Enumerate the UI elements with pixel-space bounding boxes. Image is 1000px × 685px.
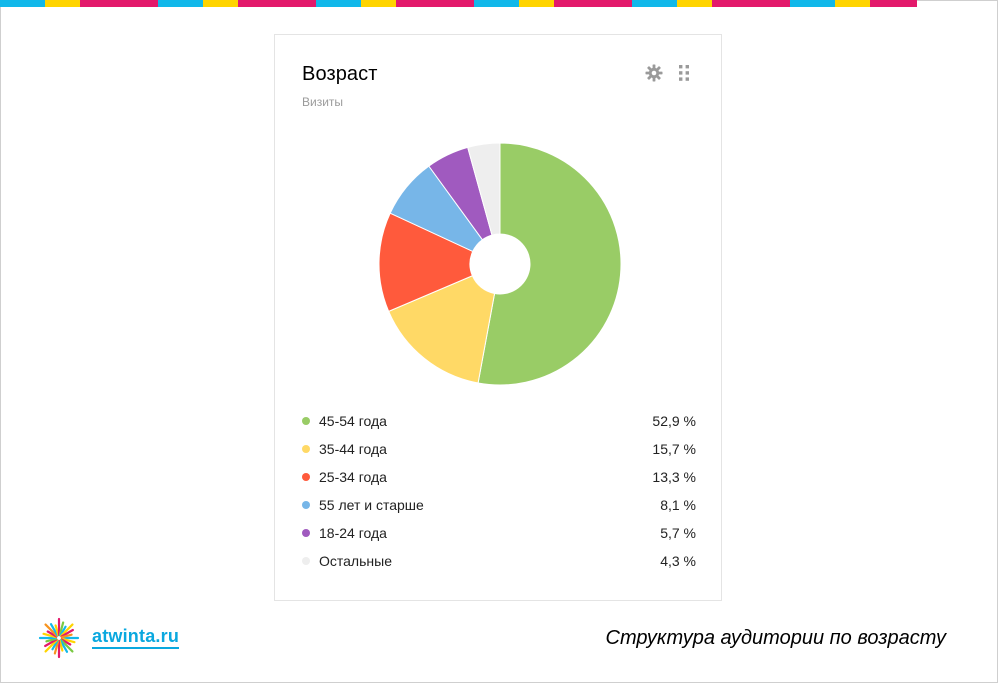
stripe-segment [870,0,917,7]
legend-item-label-group: 55 лет и старше [302,497,424,513]
logo-ray [53,639,60,655]
stripe-segment [835,0,870,7]
legend-color-dot-icon [302,417,310,425]
logo-ray [60,633,73,639]
legend-item-label-group: 45-54 года [302,413,387,429]
legend-value: 13,3 % [652,469,696,485]
logo-ray [60,639,74,653]
settings-button[interactable] [644,63,664,83]
legend-label: 18-24 года [319,525,387,541]
legend-label: 55 лет и старше [319,497,424,513]
legend-value: 15,7 % [652,441,696,457]
legend-value: 8,1 % [660,497,696,513]
stripe-segment [632,0,677,7]
footer-caption: Структура аудитории по возрасту [605,627,947,649]
widget-tools [644,63,694,83]
age-donut-chart [375,139,625,389]
legend-label: 45-54 года [319,413,387,429]
legend-item[interactable]: 25-34 года 13,3 % [302,463,696,491]
stripe-segment [0,0,45,7]
drag-handle-icon [679,65,689,81]
chart-legend: 45-54 года 52,9 % 35-44 года 15,7 % 25-34 го… [302,407,696,575]
atwinta-burst-logo-icon [38,617,80,659]
atwinta-logo-link[interactable]: atwinta.ru [38,617,180,659]
logo-ray [45,637,58,643]
legend-label: 35-44 года [319,441,387,457]
legend-item[interactable]: Остальные 4,3 % [302,547,696,575]
legend-value: 5,7 % [660,525,696,541]
stripe-segment [396,0,474,7]
legend-item-label-group: 18-24 года [302,525,387,541]
legend-item[interactable]: 18-24 года 5,7 % [302,519,696,547]
logo-ray [60,637,76,644]
stripe-segment [158,0,203,7]
legend-color-dot-icon [302,501,310,509]
legend-color-dot-icon [302,529,310,537]
donut-chart-svg [378,142,622,386]
logo-ray [58,621,65,637]
logo-ray [51,639,59,651]
legend-label: Остальные [319,553,392,569]
legend-color-dot-icon [302,445,310,453]
legend-item[interactable]: 45-54 года 52,9 % [302,407,696,435]
widget-title: Возраст [302,63,378,85]
logo-ray [60,638,72,646]
stripe-segment [203,0,238,7]
logo-text[interactable]: atwinta.ru [92,627,180,649]
logo-ray [59,639,69,653]
logo-ray [42,632,58,639]
drag-handle-button[interactable] [674,63,694,83]
legend-value: 52,9 % [652,413,696,429]
legend-item-label-group: 25-34 года [302,469,387,485]
pie-slice[interactable] [467,142,501,236]
logo-ray [46,630,58,638]
pie-slice[interactable] [387,275,496,384]
logo-ray [60,628,74,638]
stripe-segment [80,0,158,7]
stripe-segment [316,0,361,7]
legend-value: 4,3 % [660,553,696,569]
stripe-segment [677,0,712,7]
legend-item-label-group: Остальные [302,553,392,569]
stripe-segment [712,0,790,7]
logo-ray [54,624,60,637]
logo-ray [60,623,74,637]
legend-color-dot-icon [302,557,310,565]
widget-subtitle: Визиты [302,95,344,109]
logo-ray [44,639,58,653]
stripe-segment [790,0,835,7]
logo-ray [44,623,58,637]
logo-ray [44,638,58,648]
legend-color-dot-icon [302,473,310,481]
stripe-segment [45,0,80,7]
logo-ray [49,623,59,637]
legend-label: 25-34 года [319,469,387,485]
stripe-segment [474,0,519,7]
gear-icon [645,64,663,82]
legend-item-label-group: 35-44 года [302,441,387,457]
logo-ray [59,625,67,637]
logo-ray [58,639,64,652]
stripe-segment [519,0,554,7]
age-widget-card: Возраст Визиты [274,34,722,601]
stripe-segment [361,0,396,7]
legend-item[interactable]: 35-44 года 15,7 % [302,435,696,463]
pie-slice[interactable] [378,212,474,313]
pie-slice[interactable] [477,142,622,386]
legend-item[interactable]: 55 лет и старше 8,1 % [302,491,696,519]
top-color-stripe [0,0,1000,7]
stripe-segment [554,0,632,7]
stripe-segment [238,0,316,7]
